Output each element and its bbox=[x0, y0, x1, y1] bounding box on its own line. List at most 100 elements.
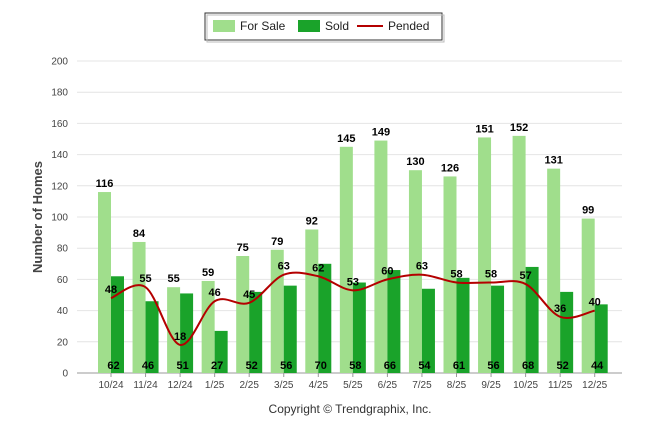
bar-for-sale[interactable] bbox=[98, 192, 111, 373]
bar-sold[interactable] bbox=[387, 270, 401, 373]
bar-for-sale[interactable] bbox=[408, 170, 422, 373]
label-for-sale: 92 bbox=[306, 215, 318, 227]
x-tick-label: 11/24 bbox=[133, 380, 158, 391]
x-tick-label: 9/25 bbox=[481, 380, 501, 391]
bar-sold[interactable] bbox=[352, 282, 366, 373]
x-tick-label: 4/25 bbox=[309, 380, 329, 391]
label-pended: 40 bbox=[589, 297, 601, 309]
label-pended: 46 bbox=[209, 287, 221, 299]
y-tick-label: 160 bbox=[51, 119, 68, 130]
bar-sold[interactable] bbox=[421, 288, 435, 373]
legend-label-sold[interactable]: Sold bbox=[325, 19, 349, 33]
label-for-sale: 59 bbox=[202, 267, 214, 279]
bar-for-sale[interactable] bbox=[547, 168, 561, 373]
x-tick-label: 3/25 bbox=[274, 380, 294, 391]
pended-line-layer bbox=[110, 271, 595, 346]
bar-sold[interactable] bbox=[283, 285, 297, 373]
legend[interactable]: For Sale Sold Pended bbox=[204, 12, 445, 43]
bar-for-sale[interactable] bbox=[374, 140, 388, 373]
y-tick-label: 40 bbox=[57, 306, 69, 317]
label-pended: 18 bbox=[174, 331, 186, 343]
y-tick-label: 180 bbox=[51, 88, 68, 99]
x-axis-ticks: 10/24 11/24 12/24 1/25 2/25 3/25 4/25 5/25 6/25 7… bbox=[98, 373, 608, 391]
bar-sold[interactable] bbox=[456, 277, 470, 373]
label-sold: 52 bbox=[246, 360, 258, 372]
x-tick-label: 8/25 bbox=[447, 380, 467, 391]
label-for-sale: 116 bbox=[96, 178, 114, 190]
x-tick-label: 12/24 bbox=[168, 380, 193, 391]
label-pended: 63 bbox=[278, 261, 290, 273]
bar-sold[interactable] bbox=[560, 291, 574, 373]
bars bbox=[98, 135, 608, 373]
bar-for-sale[interactable] bbox=[443, 176, 457, 373]
label-pended: 62 bbox=[312, 262, 324, 274]
copyright-text: Copyright © Trendgraphix, Inc. bbox=[269, 402, 432, 416]
legend-shadow bbox=[206, 14, 445, 43]
label-sold: 44 bbox=[591, 360, 604, 372]
label-sold: 46 bbox=[142, 360, 154, 372]
label-sold: 68 bbox=[522, 360, 534, 372]
label-for-sale: 79 bbox=[271, 236, 283, 248]
label-pended: 55 bbox=[139, 273, 151, 285]
label-sold: 52 bbox=[557, 360, 569, 372]
label-pended: 58 bbox=[485, 269, 497, 281]
bar-sold[interactable] bbox=[249, 291, 263, 373]
x-tick-label: 6/25 bbox=[378, 380, 398, 391]
y-tick-label: 20 bbox=[57, 337, 69, 348]
bar-sold[interactable] bbox=[491, 285, 505, 373]
label-sold: 56 bbox=[280, 360, 292, 372]
legend-box bbox=[204, 12, 443, 41]
bar-sold[interactable] bbox=[145, 301, 159, 373]
label-sold: 56 bbox=[487, 360, 499, 372]
y-tick-label: 0 bbox=[62, 369, 68, 380]
bar-for-sale[interactable] bbox=[512, 135, 526, 373]
y-tick-label: 60 bbox=[57, 275, 69, 286]
bar-sold[interactable] bbox=[318, 263, 332, 373]
y-tick-label: 120 bbox=[51, 181, 68, 192]
x-tick-label: 1/25 bbox=[205, 380, 225, 391]
label-for-sale: 145 bbox=[337, 133, 355, 145]
series-line-pended[interactable] bbox=[110, 271, 595, 346]
label-sold: 70 bbox=[315, 360, 327, 372]
label-for-sale: 130 bbox=[406, 156, 424, 168]
x-tick-label: 12/25 bbox=[582, 380, 607, 391]
bar-for-sale[interactable] bbox=[478, 137, 492, 373]
y-tick-label: 200 bbox=[51, 57, 68, 68]
y-tick-label: 80 bbox=[57, 244, 69, 255]
label-pended: 57 bbox=[519, 270, 531, 282]
bar-sold[interactable] bbox=[525, 266, 539, 373]
label-sold: 61 bbox=[453, 360, 465, 372]
legend-label-pended[interactable]: Pended bbox=[388, 19, 429, 33]
x-tick-label: 11/25 bbox=[548, 380, 573, 391]
bar-for-sale[interactable] bbox=[305, 229, 319, 373]
x-tick-label: 7/25 bbox=[412, 380, 432, 391]
label-for-sale: 55 bbox=[167, 273, 179, 285]
bar-for-sale[interactable] bbox=[339, 146, 353, 373]
bar-sold[interactable] bbox=[214, 330, 228, 373]
label-for-sale: 152 bbox=[510, 122, 528, 134]
label-pended: 53 bbox=[347, 276, 359, 288]
bar-for-sale[interactable] bbox=[581, 218, 595, 373]
label-pended: 36 bbox=[554, 303, 566, 315]
label-pended: 58 bbox=[450, 269, 462, 281]
legend-label-for-sale[interactable]: For Sale bbox=[240, 19, 286, 33]
label-pended: 48 bbox=[105, 284, 117, 296]
y-tick-label: 140 bbox=[51, 150, 68, 161]
bar-for-sale[interactable] bbox=[132, 241, 146, 373]
label-sold: 58 bbox=[349, 360, 361, 372]
bar-for-sale[interactable] bbox=[236, 256, 250, 373]
label-sold: 54 bbox=[418, 360, 431, 372]
x-tick-label: 2/25 bbox=[239, 380, 259, 391]
bar-sold[interactable] bbox=[180, 293, 194, 373]
label-for-sale: 131 bbox=[544, 155, 562, 167]
label-pended: 45 bbox=[243, 289, 255, 301]
x-tick-label: 5/25 bbox=[343, 380, 363, 391]
bar-sold[interactable] bbox=[111, 276, 124, 373]
bar-for-sale[interactable] bbox=[167, 287, 181, 373]
y-axis-ticks: 0 20 40 60 80 100 120 140 160 180 200 bbox=[51, 57, 68, 380]
bar-sold[interactable] bbox=[594, 304, 608, 373]
label-pended: 60 bbox=[381, 265, 393, 277]
label-sold: 51 bbox=[176, 360, 188, 372]
